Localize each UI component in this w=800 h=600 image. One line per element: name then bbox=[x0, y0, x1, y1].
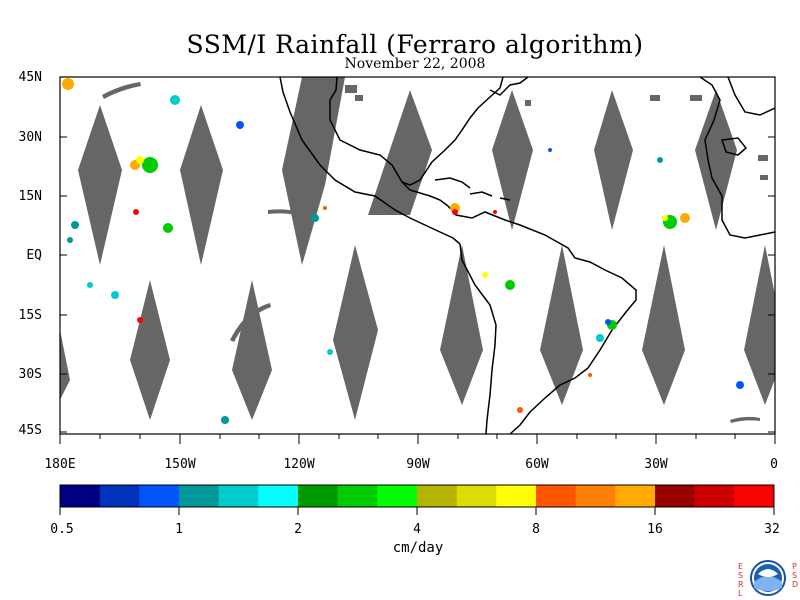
map-title: SSM/I Rainfall (Ferraro algorithm) bbox=[186, 30, 644, 59]
coastlines bbox=[279, 77, 775, 434]
lon-label-0: 0 bbox=[770, 457, 778, 472]
colorbar-label-0-5: 0.5 bbox=[50, 522, 74, 537]
lat-label-30n: 30N bbox=[18, 130, 42, 145]
lon-ticks bbox=[59, 434, 776, 444]
lat-label-15n: 15N bbox=[18, 189, 42, 204]
lon-label-120w: 120W bbox=[283, 457, 315, 472]
colorbar-label-4: 4 bbox=[413, 522, 421, 537]
colorbar-swatch bbox=[575, 485, 616, 507]
lon-label-90w: 90W bbox=[406, 457, 430, 472]
colorbar-swatch bbox=[337, 485, 378, 507]
colorbar-swatch bbox=[377, 485, 418, 507]
colorbar-units: cm/day bbox=[392, 540, 444, 556]
swath-gaps bbox=[60, 77, 775, 423]
colorbar-swatch bbox=[417, 485, 458, 507]
colorbar-swatch bbox=[298, 485, 339, 507]
colorbar-swatch bbox=[258, 485, 299, 507]
logo-text-right: PSD bbox=[792, 562, 798, 589]
colorbar-label-2: 2 bbox=[294, 522, 302, 537]
lon-label-60w: 60W bbox=[525, 457, 549, 472]
colorbar-label-16: 16 bbox=[647, 522, 663, 537]
colorbar-swatch bbox=[60, 485, 101, 507]
colorbar-ticks bbox=[59, 507, 775, 515]
logo-text-left: ESRL bbox=[738, 562, 744, 598]
colorbar-swatch bbox=[734, 485, 775, 507]
colorbar-swatch bbox=[655, 485, 696, 507]
rainfall-cells bbox=[62, 78, 744, 424]
noaa-esrl-psd-logo bbox=[750, 560, 786, 596]
colorbar-swatch bbox=[139, 485, 180, 507]
lat-label-45s: 45S bbox=[18, 423, 42, 438]
colorbar-label-8: 8 bbox=[532, 522, 540, 537]
gray-specks bbox=[345, 85, 768, 180]
lat-label-30s: 30S bbox=[18, 367, 42, 382]
colorbar-swatch bbox=[218, 485, 259, 507]
lat-label-45n: 45N bbox=[18, 70, 42, 85]
colorbar-swatch bbox=[536, 485, 577, 507]
map-date: November 22, 2008 bbox=[344, 56, 486, 72]
logo-text-right-value: PSD bbox=[792, 562, 799, 589]
colorbar-label-32: 32 bbox=[764, 522, 780, 537]
lat-ticks bbox=[60, 76, 775, 433]
colorbar-swatch bbox=[694, 485, 735, 507]
logo-text-left-value: ESRL bbox=[738, 562, 744, 598]
lat-label-15s: 15S bbox=[18, 308, 42, 323]
lon-label-30w: 30W bbox=[644, 457, 668, 472]
colorbar-swatch bbox=[615, 485, 656, 507]
lon-label-180e: 180E bbox=[44, 457, 76, 472]
colorbar-swatch bbox=[456, 485, 497, 507]
colorbar-swatch bbox=[99, 485, 140, 507]
lat-label-eq: EQ bbox=[26, 248, 42, 263]
colorbar-swatch bbox=[179, 485, 220, 507]
colorbar-label-1: 1 bbox=[175, 522, 183, 537]
lon-label-150w: 150W bbox=[164, 457, 196, 472]
colorbar-swatch bbox=[496, 485, 537, 507]
